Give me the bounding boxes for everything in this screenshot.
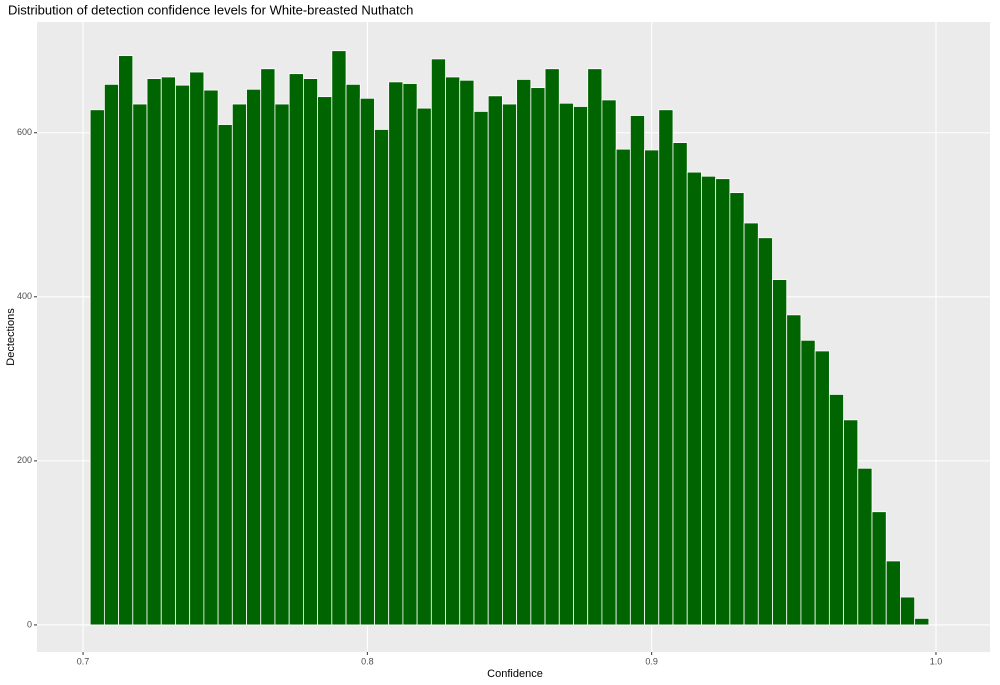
y-tick-label: 0: [27, 619, 32, 629]
bar: [217, 124, 233, 626]
bar: [814, 350, 830, 626]
bar: [715, 178, 731, 626]
bar: [729, 192, 745, 626]
bar: [757, 237, 773, 626]
bar: [658, 109, 674, 626]
bar: [302, 78, 319, 626]
bar: [573, 106, 589, 626]
bar: [857, 467, 873, 626]
bar: [317, 96, 333, 626]
bar: [487, 95, 503, 626]
y-tick-label: 600: [17, 127, 32, 137]
bar: [374, 129, 390, 626]
bar: [558, 102, 574, 626]
bar: [160, 76, 176, 626]
bar: [189, 71, 205, 626]
bar: [871, 511, 887, 626]
bar: [701, 175, 717, 626]
bar: [786, 314, 802, 626]
bar: [345, 83, 361, 626]
bar: [359, 97, 375, 626]
bar: [800, 339, 816, 626]
bar: [430, 58, 446, 626]
bar: [203, 89, 219, 626]
bar: [146, 78, 162, 626]
bar: [544, 68, 560, 626]
bar: [914, 617, 930, 626]
bar: [772, 279, 788, 626]
bar: [288, 73, 304, 626]
bar: [274, 103, 290, 626]
bar: [89, 109, 105, 626]
bar: [828, 394, 844, 626]
bar: [629, 115, 645, 626]
bar: [445, 76, 461, 626]
bar: [885, 560, 901, 626]
x-tick-label: 0.8: [361, 656, 374, 666]
y-tick-label: 400: [17, 291, 32, 301]
bar: [260, 68, 276, 626]
bar: [644, 149, 660, 626]
bar: [530, 87, 546, 626]
bar: [231, 103, 247, 626]
bar: [175, 84, 191, 626]
bar: [331, 50, 347, 626]
bars: [89, 50, 930, 626]
bar: [743, 222, 759, 626]
bar: [587, 68, 603, 626]
bar: [459, 79, 475, 626]
bar: [615, 148, 631, 626]
y-tick-label: 200: [17, 455, 32, 465]
bar: [502, 103, 518, 626]
bar: [103, 83, 119, 626]
chart-title: Distribution of detection confidence lev…: [8, 2, 413, 17]
bar: [900, 596, 916, 626]
y-axis-title: Dectections: [5, 308, 17, 366]
bar: [118, 55, 134, 626]
bar: [416, 107, 432, 626]
x-tick-label: 0.9: [645, 656, 658, 666]
bar: [402, 83, 418, 626]
x-tick-label: 0.7: [77, 656, 90, 666]
bar: [686, 171, 702, 626]
bar: [516, 79, 532, 626]
x-axis-title: Confidence: [487, 668, 543, 680]
bar: [388, 81, 404, 626]
bar: [132, 103, 148, 626]
x-tick-label: 1.0: [930, 656, 943, 666]
bar: [246, 88, 262, 626]
bar: [601, 99, 617, 626]
bar: [843, 419, 859, 626]
bar: [473, 111, 489, 626]
bar: [672, 142, 688, 626]
